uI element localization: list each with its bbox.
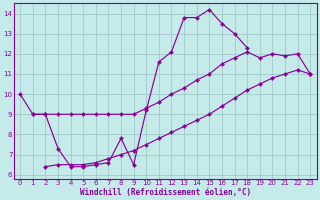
X-axis label: Windchill (Refroidissement éolien,°C): Windchill (Refroidissement éolien,°C): [80, 188, 251, 197]
